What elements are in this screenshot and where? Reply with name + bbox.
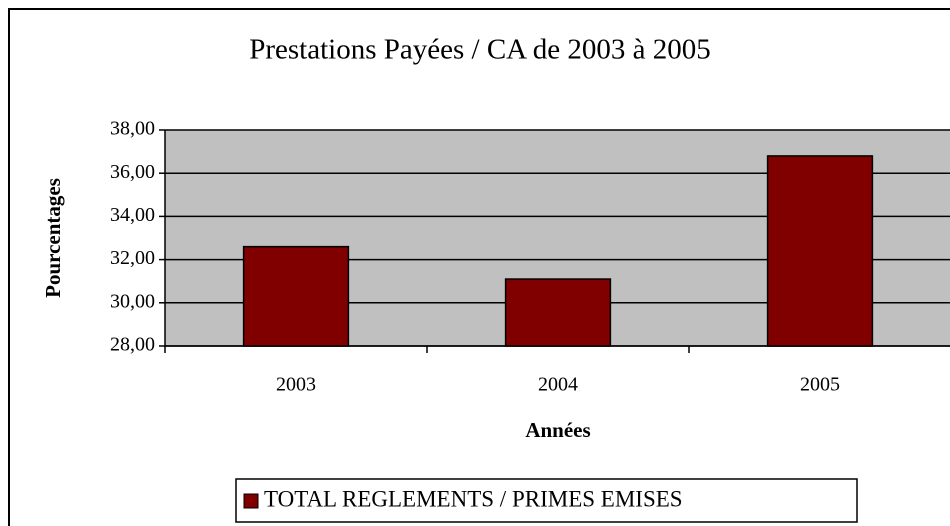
x-tick-label: 2004: [538, 374, 578, 396]
legend-label: TOTAL REGLEMENTS / PRIMES EMISES: [264, 486, 683, 511]
bar: [504, 278, 612, 347]
x-axis-label: Années: [525, 418, 590, 442]
y-tick-label: 30,00: [110, 290, 155, 312]
y-tick-label: 32,00: [110, 247, 155, 269]
legend-box: [235, 478, 858, 523]
y-tick-label: 28,00: [110, 334, 155, 356]
y-tick-label: 36,00: [110, 161, 155, 183]
bar: [766, 155, 874, 347]
x-tick-label: 2003: [276, 374, 316, 396]
legend-swatch: [243, 493, 259, 509]
y-tick-label: 38,00: [110, 118, 155, 140]
chart-title: Prestations Payées / CA de 2003 à 2005: [249, 34, 711, 66]
y-axis-label: Pourcentages: [41, 178, 65, 298]
y-tick-label: 34,00: [110, 204, 155, 226]
bar: [242, 245, 350, 347]
x-tick-label: 2005: [800, 374, 840, 396]
